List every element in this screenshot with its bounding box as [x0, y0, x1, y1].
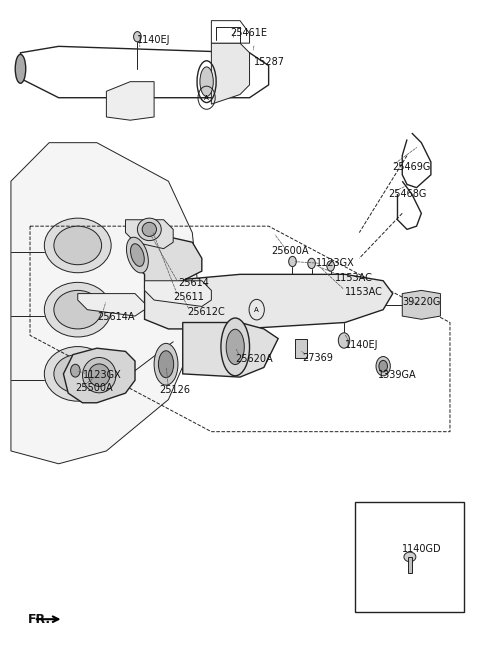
Text: 1153AC: 1153AC [345, 286, 383, 297]
Text: 15287: 15287 [254, 57, 285, 67]
Text: 1153AC: 1153AC [336, 273, 373, 283]
Ellipse shape [200, 67, 213, 97]
Text: 25468G: 25468G [388, 189, 426, 199]
Polygon shape [107, 82, 154, 120]
Ellipse shape [44, 218, 111, 273]
Circle shape [288, 256, 296, 266]
Polygon shape [402, 290, 441, 319]
Circle shape [338, 333, 350, 348]
Bar [295, 339, 307, 358]
Polygon shape [11, 143, 202, 464]
Ellipse shape [154, 343, 178, 385]
Text: 1140EJ: 1140EJ [137, 35, 171, 45]
Polygon shape [21, 46, 269, 98]
Ellipse shape [44, 283, 111, 337]
Circle shape [327, 261, 335, 271]
Circle shape [379, 361, 387, 372]
Text: 1140GD: 1140GD [402, 544, 442, 553]
Ellipse shape [44, 346, 111, 401]
Ellipse shape [142, 223, 156, 237]
Text: 39220G: 39220G [402, 297, 441, 307]
Ellipse shape [131, 244, 144, 266]
Text: 25612C: 25612C [188, 307, 225, 317]
Text: 25600A: 25600A [271, 246, 309, 255]
Text: 1339GA: 1339GA [378, 370, 417, 380]
Polygon shape [211, 43, 250, 104]
Text: 25614A: 25614A [97, 312, 134, 322]
Ellipse shape [83, 357, 116, 393]
Polygon shape [144, 281, 211, 306]
Text: 27369: 27369 [302, 353, 333, 363]
Ellipse shape [54, 226, 102, 264]
Ellipse shape [221, 318, 250, 376]
Ellipse shape [54, 290, 102, 329]
Text: 25500A: 25500A [75, 383, 113, 393]
Text: 25611: 25611 [173, 292, 204, 302]
Polygon shape [63, 348, 135, 402]
Bar [355, 502, 464, 611]
Circle shape [133, 32, 141, 42]
Circle shape [308, 258, 315, 268]
Polygon shape [211, 21, 250, 43]
Ellipse shape [404, 552, 416, 562]
Text: FR.: FR. [28, 613, 51, 626]
Text: 1123GX: 1123GX [83, 370, 121, 380]
Text: 1123GX: 1123GX [316, 259, 355, 268]
Ellipse shape [126, 237, 148, 273]
Ellipse shape [54, 355, 102, 393]
Polygon shape [78, 293, 144, 316]
Text: A: A [204, 95, 209, 101]
Polygon shape [144, 274, 393, 329]
Text: 1140EJ: 1140EJ [345, 340, 379, 350]
Circle shape [71, 364, 80, 377]
Polygon shape [135, 236, 202, 287]
Ellipse shape [137, 218, 161, 241]
Ellipse shape [226, 329, 244, 364]
Ellipse shape [15, 54, 26, 83]
Text: 25461E: 25461E [230, 28, 267, 39]
Ellipse shape [158, 351, 174, 378]
Circle shape [376, 357, 390, 376]
Ellipse shape [88, 364, 110, 386]
Polygon shape [125, 220, 173, 248]
Polygon shape [183, 322, 278, 377]
Text: 25469G: 25469G [393, 162, 431, 172]
Text: A: A [254, 306, 259, 313]
Bar [408, 557, 412, 573]
Text: 25620A: 25620A [235, 354, 273, 364]
Text: 25614: 25614 [178, 278, 209, 288]
Text: 25126: 25126 [159, 385, 190, 395]
